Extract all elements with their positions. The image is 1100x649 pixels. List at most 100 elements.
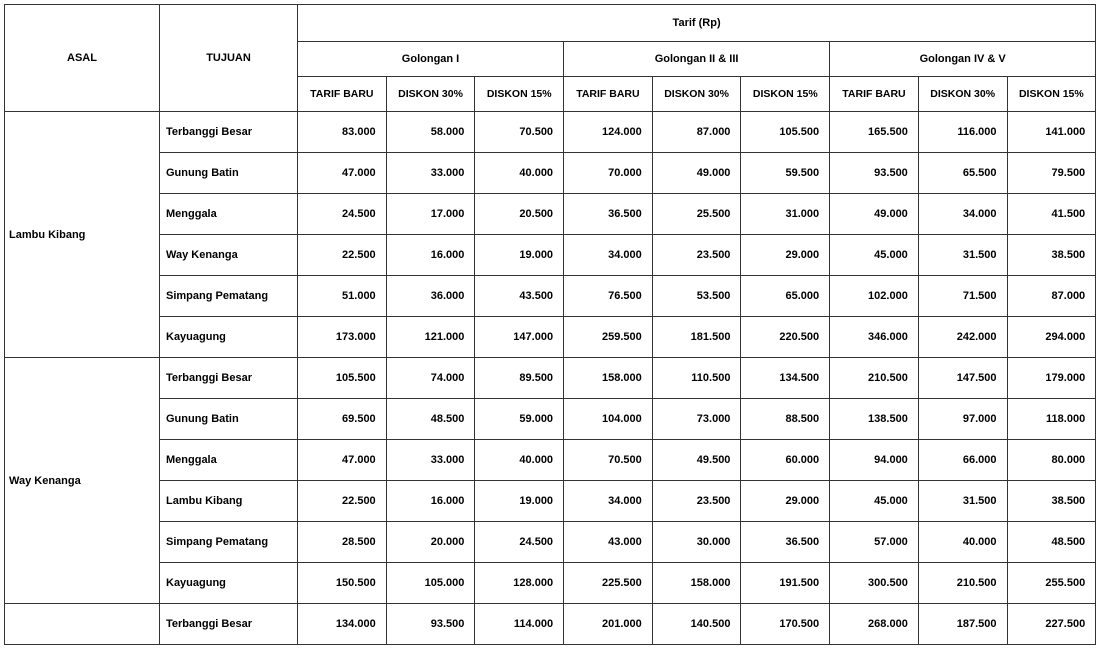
value-cell: 45.000 — [830, 235, 919, 276]
value-cell: 165.500 — [830, 112, 919, 153]
value-cell: 121.000 — [386, 317, 475, 358]
value-cell: 105.000 — [386, 563, 475, 604]
col-golongan-2-3: Golongan II & III — [564, 42, 830, 77]
value-cell: 48.500 — [1007, 522, 1096, 563]
value-cell: 69.500 — [298, 399, 387, 440]
value-cell: 36.000 — [386, 276, 475, 317]
value-cell: 220.500 — [741, 317, 830, 358]
table-header: ASAL TUJUAN Tarif (Rp) Golongan I Golong… — [5, 5, 1096, 112]
value-cell: 93.500 — [386, 604, 475, 645]
value-cell: 70.500 — [564, 440, 653, 481]
value-cell: 49.500 — [652, 440, 741, 481]
value-cell: 102.000 — [830, 276, 919, 317]
value-cell: 141.000 — [1007, 112, 1096, 153]
value-cell: 36.500 — [741, 522, 830, 563]
value-cell: 49.000 — [830, 194, 919, 235]
value-cell: 268.000 — [830, 604, 919, 645]
value-cell: 19.000 — [475, 235, 564, 276]
value-cell: 59.000 — [475, 399, 564, 440]
value-cell: 104.000 — [564, 399, 653, 440]
destination-cell: Gunung Batin — [160, 153, 298, 194]
destination-cell: Simpang Pematang — [160, 522, 298, 563]
table-row: Lambu Kibang22.50016.00019.00034.00023.5… — [5, 481, 1096, 522]
value-cell: 28.500 — [298, 522, 387, 563]
value-cell: 73.000 — [652, 399, 741, 440]
table-row: Menggala47.00033.00040.00070.50049.50060… — [5, 440, 1096, 481]
destination-cell: Lambu Kibang — [160, 481, 298, 522]
value-cell: 17.000 — [386, 194, 475, 235]
destination-cell: Terbanggi Besar — [160, 112, 298, 153]
value-cell: 147.000 — [475, 317, 564, 358]
table-row: Way Kenanga22.50016.00019.00034.00023.50… — [5, 235, 1096, 276]
origin-cell: Lambu Kibang — [5, 112, 160, 358]
value-cell: 30.000 — [652, 522, 741, 563]
sub-diskon-30: DISKON 30% — [918, 77, 1007, 112]
value-cell: 114.000 — [475, 604, 564, 645]
value-cell: 242.000 — [918, 317, 1007, 358]
destination-cell: Terbanggi Besar — [160, 358, 298, 399]
value-cell: 94.000 — [830, 440, 919, 481]
value-cell: 59.500 — [741, 153, 830, 194]
value-cell: 210.500 — [830, 358, 919, 399]
value-cell: 22.500 — [298, 235, 387, 276]
value-cell: 36.500 — [564, 194, 653, 235]
table-row: Gunung Batin69.50048.50059.000104.00073.… — [5, 399, 1096, 440]
value-cell: 16.000 — [386, 481, 475, 522]
value-cell: 80.000 — [1007, 440, 1096, 481]
value-cell: 38.500 — [1007, 235, 1096, 276]
value-cell: 191.500 — [741, 563, 830, 604]
value-cell: 88.500 — [741, 399, 830, 440]
value-cell: 20.500 — [475, 194, 564, 235]
table-row: Lambu KibangTerbanggi Besar83.00058.0007… — [5, 112, 1096, 153]
value-cell: 134.500 — [741, 358, 830, 399]
sub-tarif-baru: TARIF BARU — [830, 77, 919, 112]
value-cell: 74.000 — [386, 358, 475, 399]
origin-cell — [5, 604, 160, 645]
value-cell: 40.000 — [918, 522, 1007, 563]
col-tujuan: TUJUAN — [160, 5, 298, 112]
value-cell: 29.000 — [741, 235, 830, 276]
value-cell: 70.000 — [564, 153, 653, 194]
value-cell: 150.500 — [298, 563, 387, 604]
value-cell: 300.500 — [830, 563, 919, 604]
value-cell: 23.500 — [652, 481, 741, 522]
value-cell: 48.500 — [386, 399, 475, 440]
origin-cell: Way Kenanga — [5, 358, 160, 604]
value-cell: 16.000 — [386, 235, 475, 276]
value-cell: 173.000 — [298, 317, 387, 358]
value-cell: 41.500 — [1007, 194, 1096, 235]
value-cell: 24.500 — [475, 522, 564, 563]
destination-cell: Kayuagung — [160, 563, 298, 604]
table-row: Way KenangaTerbanggi Besar105.50074.0008… — [5, 358, 1096, 399]
value-cell: 47.000 — [298, 153, 387, 194]
destination-cell: Kayuagung — [160, 317, 298, 358]
value-cell: 38.500 — [1007, 481, 1096, 522]
value-cell: 47.000 — [298, 440, 387, 481]
sub-diskon-15: DISKON 15% — [475, 77, 564, 112]
value-cell: 43.000 — [564, 522, 653, 563]
value-cell: 19.000 — [475, 481, 564, 522]
value-cell: 225.500 — [564, 563, 653, 604]
destination-cell: Terbanggi Besar — [160, 604, 298, 645]
table-row: Simpang Pematang51.00036.00043.50076.500… — [5, 276, 1096, 317]
value-cell: 60.000 — [741, 440, 830, 481]
value-cell: 65.500 — [918, 153, 1007, 194]
value-cell: 53.500 — [652, 276, 741, 317]
value-cell: 140.500 — [652, 604, 741, 645]
col-golongan-4-5: Golongan IV & V — [830, 42, 1096, 77]
table-row: Terbanggi Besar134.00093.500114.000201.0… — [5, 604, 1096, 645]
col-tarif: Tarif (Rp) — [298, 5, 1096, 42]
value-cell: 34.000 — [918, 194, 1007, 235]
value-cell: 118.000 — [1007, 399, 1096, 440]
value-cell: 105.500 — [298, 358, 387, 399]
value-cell: 40.000 — [475, 440, 564, 481]
destination-cell: Menggala — [160, 440, 298, 481]
value-cell: 294.000 — [1007, 317, 1096, 358]
value-cell: 57.000 — [830, 522, 919, 563]
value-cell: 66.000 — [918, 440, 1007, 481]
value-cell: 33.000 — [386, 440, 475, 481]
value-cell: 31.500 — [918, 481, 1007, 522]
table-row: Simpang Pematang28.50020.00024.50043.000… — [5, 522, 1096, 563]
value-cell: 31.000 — [741, 194, 830, 235]
destination-cell: Menggala — [160, 194, 298, 235]
